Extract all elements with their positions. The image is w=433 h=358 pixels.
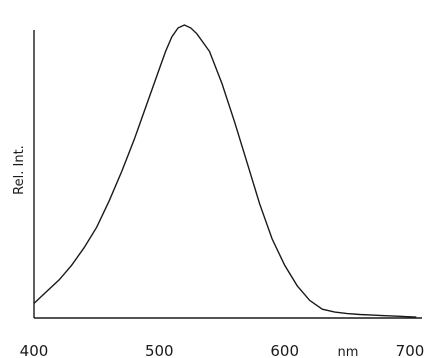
x-tick-label: 600 [270, 342, 299, 358]
series-line [33, 24, 417, 318]
x-tick-label: 500 [145, 342, 174, 358]
y-axis-label: Rel. Int. [12, 145, 27, 195]
x-tick-label: 400 [20, 342, 49, 358]
x-axis-label: nm [338, 345, 359, 358]
x-ticks: 400 500 600 700 [20, 342, 425, 358]
x-tick-label: 700 [396, 342, 425, 358]
